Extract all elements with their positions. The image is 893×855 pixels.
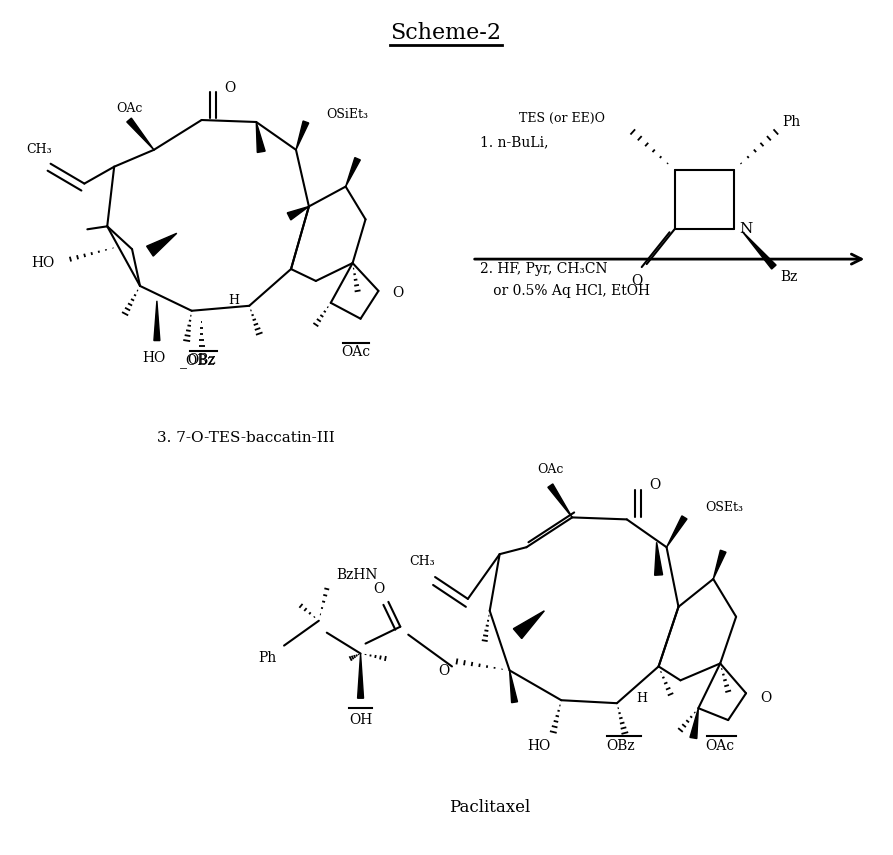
Text: O: O [649,478,660,492]
Polygon shape [690,708,698,739]
Text: H: H [228,294,239,307]
Polygon shape [288,206,309,220]
Text: 2. HF, Pyr, CH₃CN: 2. HF, Pyr, CH₃CN [480,262,607,276]
Text: HO: HO [142,351,165,365]
Polygon shape [296,121,309,150]
Text: O: O [372,582,384,596]
Text: OAc: OAc [116,102,142,115]
Polygon shape [510,670,518,703]
Text: N: N [739,222,753,236]
Text: OBz: OBz [606,739,635,753]
Text: HO: HO [528,739,551,753]
Text: H: H [636,692,647,705]
Polygon shape [127,118,154,150]
Text: Ph: Ph [782,115,801,129]
Text: OSiEt₃: OSiEt₃ [327,108,369,121]
Text: Bz: Bz [780,270,797,284]
Polygon shape [742,232,776,269]
Polygon shape [666,516,687,547]
Text: 1. n-BuLi,: 1. n-BuLi, [480,135,548,149]
Text: OSEt₃: OSEt₃ [705,501,743,514]
Text: 3. 7-O-TES-baccatin-III: 3. 7-O-TES-baccatin-III [157,431,335,445]
Text: OAc: OAc [341,345,371,359]
Polygon shape [513,610,545,639]
Text: or 0.5% Aq HCl, EtOH: or 0.5% Aq HCl, EtOH [480,284,650,298]
Text: CH₃: CH₃ [26,144,52,156]
Polygon shape [146,233,177,256]
Text: TES (or EE)O: TES (or EE)O [519,111,605,125]
Text: Ph: Ph [258,652,276,665]
Text: O: O [438,664,450,678]
Polygon shape [154,301,160,340]
Polygon shape [346,157,360,186]
Text: OBz: OBz [188,353,216,368]
Polygon shape [714,550,726,579]
Text: HO: HO [31,256,54,270]
Polygon shape [256,122,265,152]
Text: O: O [760,691,772,705]
Text: Paclitaxel: Paclitaxel [449,799,530,816]
Text: OAc: OAc [705,739,735,753]
Text: OH: OH [349,713,372,727]
Polygon shape [655,542,663,575]
Text: CH₃: CH₃ [409,555,435,568]
Text: BzHN: BzHN [337,568,379,582]
Text: O: O [224,81,235,95]
Text: O: O [392,286,404,300]
Text: Scheme-2: Scheme-2 [390,21,502,44]
Polygon shape [548,484,572,517]
Text: ̲OBz: ̲OBz [188,353,216,368]
Text: O: O [631,274,642,288]
Text: OAc: OAc [537,463,563,476]
Polygon shape [357,653,363,699]
